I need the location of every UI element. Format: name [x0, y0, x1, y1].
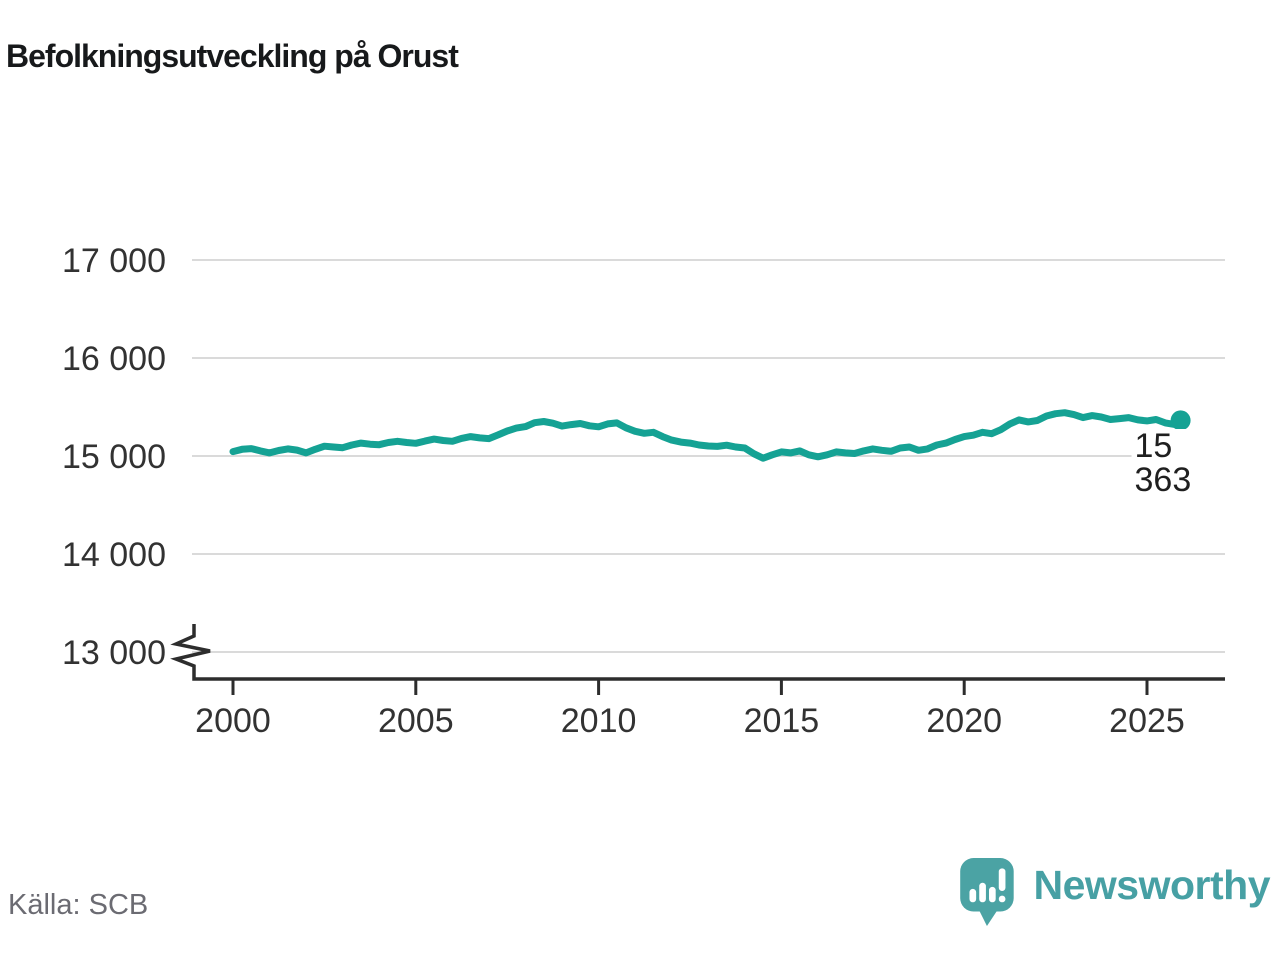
source-note: Källa: SCB	[8, 889, 149, 921]
y-tick-label: 15 000	[62, 438, 166, 476]
x-tick-label: 2005	[378, 702, 454, 740]
x-tick-label: 2015	[744, 702, 820, 740]
y-tick-label: 17 000	[62, 242, 166, 280]
logo-bubble-tail	[977, 907, 999, 926]
population-series-line	[229, 409, 1185, 462]
y-tick-label: 13 000	[62, 634, 166, 672]
logo-bar-2	[978, 882, 986, 903]
x-tick-label: 2025	[1109, 702, 1185, 740]
series-end-dot	[1170, 410, 1191, 431]
x-tick-label: 2010	[561, 702, 637, 740]
axis-with-break-icon	[170, 624, 1225, 681]
newsworthy-wordmark: Newsworthy	[1033, 861, 1271, 908]
y-tick-label: 14 000	[62, 536, 166, 574]
y-tick-label: 16 000	[62, 340, 166, 378]
page-title: Befolkningsutveckling på Orust	[6, 38, 459, 74]
newsworthy-bubble-icon	[959, 858, 1014, 926]
newsworthy-logo: Newsworthy	[958, 856, 1271, 928]
x-tick-label: 2020	[926, 702, 1002, 740]
x-tick-label: 2000	[195, 702, 271, 740]
logo-bar-3	[988, 886, 996, 903]
logo-bubble	[959, 858, 1014, 912]
logo-exclamation-dot	[998, 895, 1005, 903]
logo-exclamation-bar	[998, 868, 1005, 891]
last-value-label: 15 363	[1131, 429, 1231, 497]
logo-bar-1	[968, 888, 976, 903]
